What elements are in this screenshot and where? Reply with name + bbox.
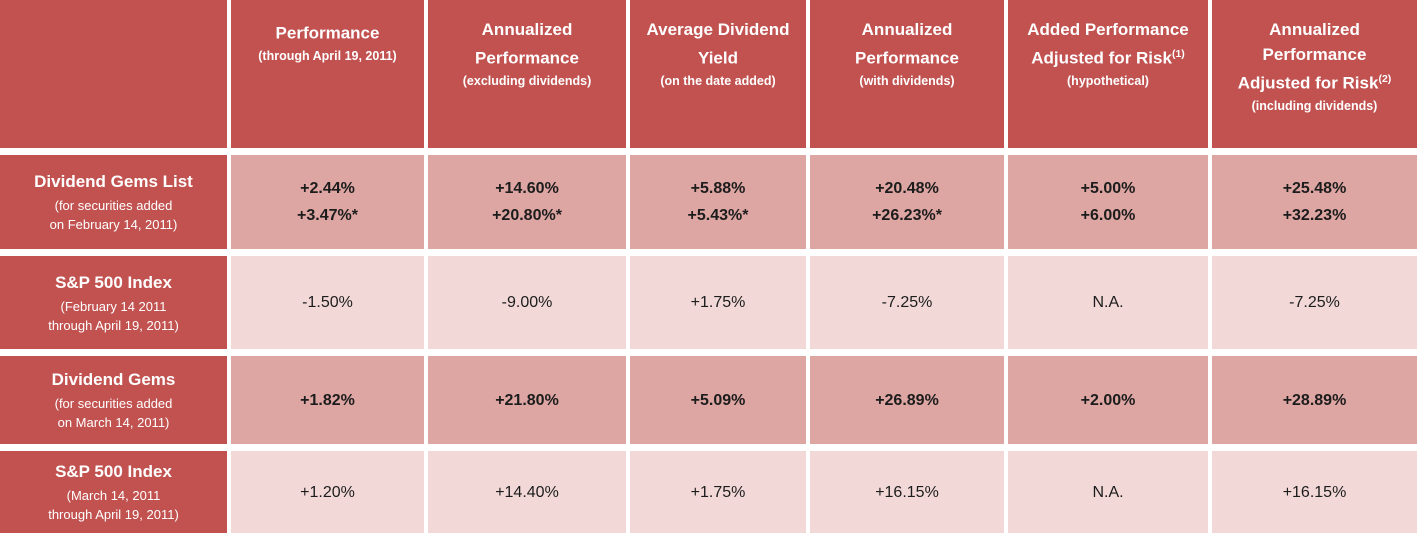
- column-header-subtitle: (through April 19, 2011): [258, 48, 397, 63]
- value-line-1: +26.89%: [875, 391, 939, 409]
- value-line-2: +5.43%*: [687, 207, 749, 224]
- row-header-title: Dividend Gems: [51, 370, 176, 389]
- column-header-title-line: Average Dividend Yield: [644, 17, 792, 71]
- column-header-title: Annualized Performance: [475, 20, 579, 68]
- row-header-subtitle: (March 14, 2011 through April 19, 2011): [48, 488, 179, 522]
- row-header-title: Dividend Gems List: [34, 172, 193, 191]
- table-value-cell: +2.44% +3.47%*: [231, 155, 424, 249]
- column-header-title: Annualized Performance Adjusted for Risk: [1237, 20, 1379, 93]
- table-value-cell: +1.20%: [231, 451, 424, 533]
- value-line-1: N.A.: [1092, 483, 1124, 501]
- column-header-subtitle: (with dividends): [859, 73, 955, 88]
- column-header-subtitle: (excluding dividends): [462, 73, 592, 88]
- table-value-cell: +25.48% +32.23%: [1212, 155, 1417, 249]
- table-value-cell: +2.00%: [1008, 356, 1208, 444]
- value-line-1: +1.75%: [690, 294, 746, 311]
- value-line-2: +3.47%*: [297, 207, 358, 224]
- value-line-1: +2.44%: [300, 180, 355, 197]
- value-line-1: +28.89%: [1282, 391, 1347, 409]
- table-value-cell: +20.48% +26.23%*: [810, 155, 1004, 249]
- table-value-cell: -9.00%: [428, 256, 626, 349]
- corner-cell: [0, 0, 227, 148]
- table-value-cell: +14.60% +20.80%*: [428, 155, 626, 249]
- table-value-cell: +5.00% +6.00%: [1008, 155, 1208, 249]
- value-line-2: +26.23%*: [872, 207, 942, 224]
- row-header-cell: S&P 500 Index (March 14, 2011 through Ap…: [0, 451, 227, 533]
- value-line-2: +20.80%*: [492, 207, 562, 224]
- row-header-title: S&P 500 Index: [55, 272, 172, 292]
- row-header-subtitle: (February 14 2011 through April 19, 2011…: [48, 298, 179, 333]
- value-line-1: +1.75%: [690, 483, 746, 501]
- table-value-cell: +1.75%: [630, 451, 806, 533]
- value-line-1: -7.25%: [881, 294, 933, 311]
- value-line-2: +6.00%: [1080, 207, 1136, 224]
- column-header-title: Added Performance Adjusted for Risk: [1027, 20, 1189, 68]
- column-header-title: Average Dividend Yield: [646, 20, 790, 68]
- table-value-cell: -7.25%: [1212, 256, 1417, 349]
- value-line-2: +32.23%: [1282, 207, 1347, 224]
- table-value-cell: +21.80%: [428, 356, 626, 444]
- table-value-cell: -1.50%: [231, 256, 424, 349]
- column-header-cell: Added Performance Adjusted for Risk(1) (…: [1008, 0, 1208, 148]
- table-value-cell: +28.89%: [1212, 356, 1417, 444]
- column-header-title: Annualized Performance: [855, 20, 959, 68]
- row-header-cell: Dividend Gems (for securities added on M…: [0, 356, 227, 444]
- value-line-1: +25.48%: [1282, 180, 1347, 197]
- table-value-cell: +14.40%: [428, 451, 626, 533]
- value-line-1: +1.20%: [300, 483, 355, 501]
- column-header-title-line: Annualized Performance: [824, 17, 990, 71]
- table-value-cell: -7.25%: [810, 256, 1004, 349]
- row-header-title: S&P 500 Index: [55, 462, 172, 481]
- value-line-1: -9.00%: [501, 294, 553, 311]
- value-line-1: +20.48%: [875, 180, 939, 197]
- table-value-cell: +1.75%: [630, 256, 806, 349]
- row-header-cell: S&P 500 Index (February 14 2011 through …: [0, 256, 227, 349]
- row-header-subtitle: (for securities added on February 14, 20…: [49, 198, 178, 232]
- column-header-cell: Average Dividend Yield (on the date adde…: [630, 0, 806, 148]
- table-value-cell: N.A.: [1008, 256, 1208, 349]
- column-header-footnote-superscript: (1): [1171, 48, 1185, 60]
- value-line-1: +1.82%: [300, 391, 355, 409]
- value-line-1: +5.09%: [690, 391, 746, 409]
- value-line-1: +5.00%: [1080, 180, 1136, 197]
- column-header-title: Performance: [275, 23, 380, 43]
- value-line-1: +16.15%: [1282, 483, 1347, 501]
- column-header-title-line: Annualized Performance: [442, 17, 612, 71]
- row-header-cell: Dividend Gems List (for securities added…: [0, 155, 227, 249]
- value-line-1: +14.60%: [495, 180, 559, 197]
- table-value-cell: +16.15%: [1212, 451, 1417, 533]
- column-header-cell: Annualized Performance (excluding divide…: [428, 0, 626, 148]
- column-header-cell: Annualized Performance (with dividends): [810, 0, 1004, 148]
- column-header-subtitle: (including dividends): [1251, 98, 1378, 113]
- table-value-cell: +5.88% +5.43%*: [630, 155, 806, 249]
- value-line-1: +16.15%: [875, 483, 939, 501]
- table-value-cell: +5.09%: [630, 356, 806, 444]
- value-line-1: N.A.: [1092, 294, 1124, 311]
- column-header-title-line: Annualized Performance Adjusted for Risk…: [1226, 17, 1403, 96]
- value-line-1: +14.40%: [495, 483, 559, 501]
- column-header-cell: Performance (through April 19, 2011): [231, 0, 424, 148]
- column-header-cell: Annualized Performance Adjusted for Risk…: [1212, 0, 1417, 148]
- table-value-cell: +26.89%: [810, 356, 1004, 444]
- column-header-subtitle: (on the date added): [660, 73, 776, 88]
- column-header-footnote-superscript: (2): [1378, 73, 1392, 85]
- value-line-1: +5.88%: [690, 180, 746, 197]
- table-value-cell: +16.15%: [810, 451, 1004, 533]
- value-line-1: +2.00%: [1080, 391, 1136, 409]
- value-line-1: -1.50%: [302, 294, 353, 311]
- value-line-1: -7.25%: [1289, 294, 1340, 311]
- column-header-title-line: Performance: [245, 17, 410, 46]
- column-header-title-line: Added Performance Adjusted for Risk(1): [1022, 17, 1194, 71]
- column-header-subtitle: (hypothetical): [1067, 73, 1149, 88]
- table-value-cell: N.A.: [1008, 451, 1208, 533]
- row-header-subtitle: (for securities added on March 14, 2011): [54, 396, 173, 430]
- value-line-1: +21.80%: [495, 391, 559, 409]
- table-value-cell: +1.82%: [231, 356, 424, 444]
